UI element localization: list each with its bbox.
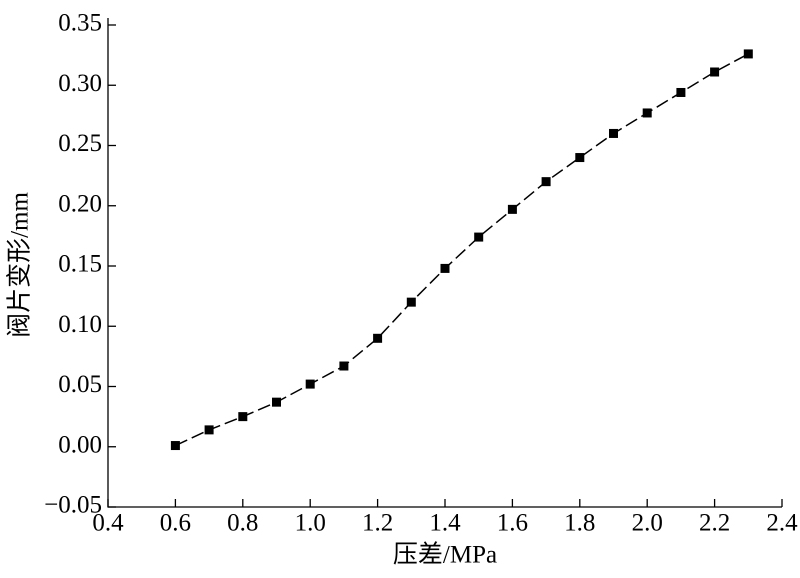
y-tick-label: 0.20 [58,190,102,217]
x-axis-label: 压差/MPa [393,541,497,569]
x-tick-label: 2.4 [766,510,798,537]
x-tick-label: 0.4 [92,510,124,537]
y-tick-label: 0.10 [58,311,102,338]
x-tick-label: 1.2 [362,510,393,537]
y-tick-label: 0.15 [58,251,102,278]
y-tick-label: 0.05 [58,371,102,398]
y-tick-label: 0.35 [58,10,102,37]
data-point [507,204,517,214]
y-tick-label: 0.00 [58,431,102,458]
data-point [406,297,416,307]
data-point [440,263,450,273]
data-point [373,333,383,343]
data-point [204,425,214,435]
y-tick-label: 0.25 [58,130,102,157]
data-point [710,67,720,77]
x-tick-label: 1.4 [429,510,461,537]
data-point [272,397,281,407]
y-tick-label: 0.30 [58,70,102,97]
data-point [676,87,686,97]
x-tick-label: 1.8 [564,510,595,537]
x-tick-label: 1.0 [295,510,326,537]
data-point [609,128,618,138]
x-tick-label: 2.2 [699,510,730,537]
x-tick-label: 1.6 [497,510,528,537]
data-point [305,379,315,389]
x-tick-label: 0.8 [227,510,258,537]
data-point [474,232,484,242]
y-axis-label: 阀片变形/mm [6,192,34,338]
data-point [170,441,180,451]
x-tick-label: 0.6 [160,510,191,537]
data-point [575,153,585,163]
data-line [175,53,749,447]
x-tick-label: 2.0 [632,510,663,537]
data-point [642,108,652,118]
data-point [743,49,753,59]
data-point [238,412,248,422]
y-tick-label: −0.05 [44,492,102,519]
data-point [339,361,349,371]
data-point [541,177,551,187]
